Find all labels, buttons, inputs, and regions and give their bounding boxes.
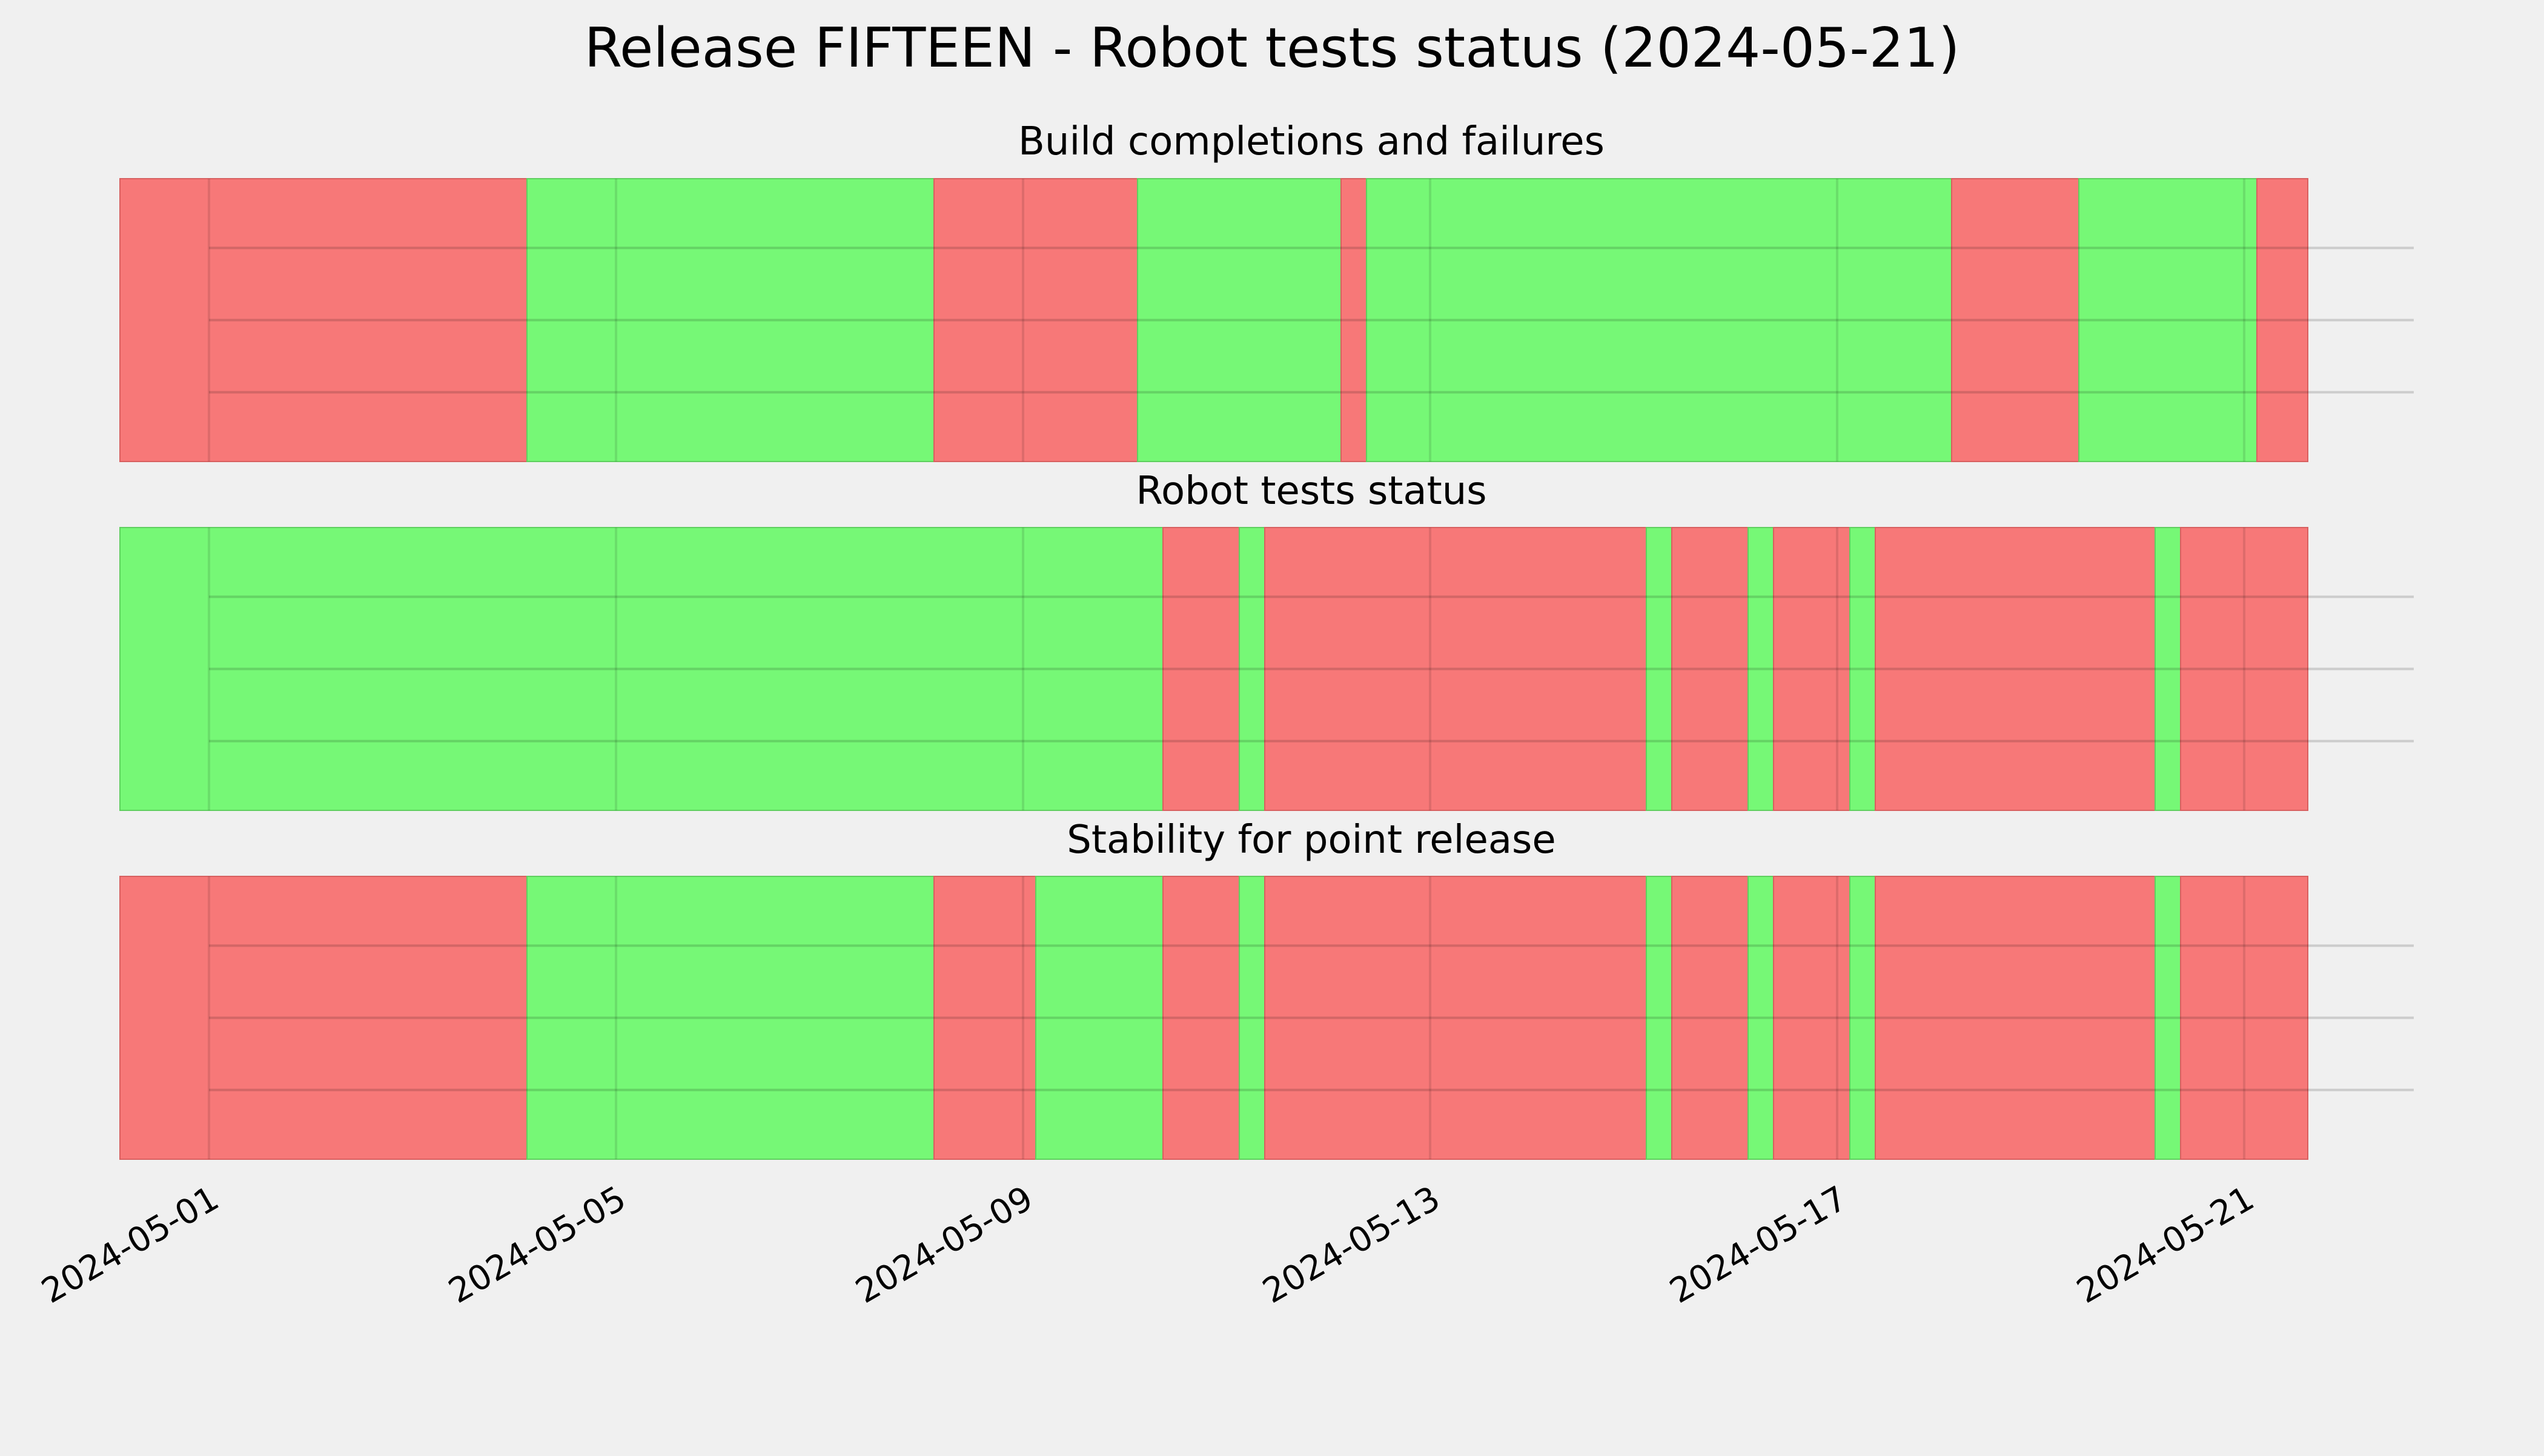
status-segment-fail (1773, 527, 1850, 811)
status-segment-pass (1239, 527, 1265, 811)
panel: Robot tests status (119, 469, 2414, 811)
panel: Build completions and failures (119, 119, 2414, 462)
panel-title: Build completions and failures (1018, 119, 1605, 164)
status-segment-fail (2180, 527, 2308, 811)
status-segment-fail (1951, 178, 2079, 462)
status-segment-fail (1162, 876, 1240, 1160)
status-segment-fail (1875, 876, 2156, 1160)
status-segment-fail (119, 178, 528, 462)
panels-layer: Build completions and failures Robot test… (119, 119, 2414, 1160)
status-segment-pass (1035, 876, 1164, 1160)
status-segment-pass (119, 527, 1164, 811)
status-segment-fail (1340, 178, 1367, 462)
status-segment-fail (1773, 876, 1850, 1160)
status-segment-fail (933, 178, 1138, 462)
status-segment-pass (2155, 876, 2181, 1160)
chart-title: Release FIFTEEN - Robot tests status (20… (585, 16, 1960, 80)
status-segment-pass (1849, 876, 1876, 1160)
panel: Stability for point release (119, 818, 2414, 1160)
status-segment-fail (1875, 527, 2156, 811)
status-segment-pass (526, 876, 935, 1160)
panel-title: Stability for point release (1067, 818, 1556, 862)
status-segment-fail (1162, 527, 1240, 811)
status-segment-pass (1747, 876, 1774, 1160)
status-segment-pass (1646, 876, 1672, 1160)
status-segment-pass (1849, 527, 1876, 811)
status-segment-fail (2256, 178, 2308, 462)
status-segment-fail (933, 876, 1036, 1160)
status-segment-fail (1264, 876, 1647, 1160)
status-segment-pass (1747, 527, 1774, 811)
status-segment-pass (2155, 527, 2181, 811)
status-segment-fail (1671, 527, 1749, 811)
status-segment-fail (1264, 527, 1647, 811)
status-segment-pass (2078, 178, 2257, 462)
status-segment-fail (2180, 876, 2308, 1160)
panel-title: Robot tests status (1136, 469, 1486, 514)
status-segment-fail (1671, 876, 1749, 1160)
status-segment-pass (1366, 178, 1952, 462)
status-segment-fail (119, 876, 528, 1160)
status-segment-pass (1137, 178, 1342, 462)
